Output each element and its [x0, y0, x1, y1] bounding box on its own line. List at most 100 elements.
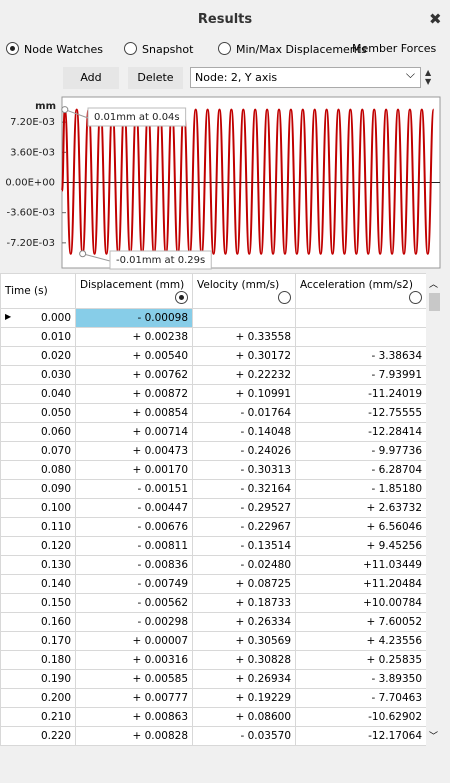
table-cell: -12.28414	[295, 422, 427, 442]
cell-text: + 0.00585	[132, 673, 188, 685]
table-cell: 0.200	[0, 688, 76, 708]
table-cell: + 0.00316	[75, 650, 193, 670]
table-cell: - 0.22967	[192, 517, 296, 537]
cell-text: 0.100	[40, 502, 71, 514]
mode-label: Snapshot	[142, 43, 194, 56]
column-label: Velocity (mm/s)	[197, 278, 280, 291]
spinner[interactable]: ▲ ▼	[425, 68, 432, 86]
cell-text: + 0.00854	[132, 407, 188, 419]
cell-text: -12.17064	[368, 730, 422, 742]
table-cell: + 0.33558	[192, 327, 296, 347]
annotation-box	[87, 107, 187, 127]
mode-option[interactable]: Min/Max Displacements	[218, 42, 367, 56]
table-cell: + 0.00863	[75, 707, 193, 727]
column-header: Acceleration (mm/s2)	[295, 273, 427, 309]
y-tick-label: -3.60E-03	[6, 208, 55, 219]
table-cell: + 0.00585	[75, 669, 193, 689]
scrollbar[interactable]: ︿ ﹀	[426, 273, 443, 748]
node-selector[interactable]: Node: 2, Y axis	[190, 65, 421, 88]
table-cell: + 0.25835	[295, 650, 427, 670]
cell-text: - 0.00151	[137, 483, 188, 495]
cell-text: -11.24019	[368, 388, 422, 400]
table-cell: + 0.30828	[192, 650, 296, 670]
add-button[interactable]: Add	[63, 67, 119, 89]
annotation-text: 0.01mm at 0.04s	[94, 112, 180, 123]
cell-text: 0.040	[40, 388, 71, 400]
table-cell: +11.03449	[295, 555, 427, 575]
cell-text: - 0.32164	[240, 483, 291, 495]
table-cell: - 7.93991	[295, 365, 427, 385]
mode-option[interactable]: Node Watches	[6, 42, 103, 56]
table-cell: 0.180	[0, 650, 76, 670]
cell-text: - 7.93991	[371, 369, 422, 381]
table-cell: - 0.14048	[192, 422, 296, 442]
chart: mm 7.20E-03 3.60E-03 0.00E+00 -3.60E-03 -7.2…	[5, 96, 441, 270]
panel-title: Results	[197, 12, 253, 27]
mode-option[interactable]: Snapshot	[124, 42, 193, 56]
table-cell: + 0.00762	[75, 365, 193, 385]
data-line	[61, 108, 435, 255]
table-row: 0.010 + 0.00238 + 0.33558	[0, 327, 427, 347]
table-row: 0.130 - 0.00836 - 0.02480 +11.03449	[0, 555, 427, 575]
cell-text: - 0.02480	[240, 559, 291, 571]
y-axis-label: mm	[35, 101, 56, 112]
close-button[interactable]: ✖	[429, 10, 442, 28]
table-cell: - 0.01764	[192, 403, 296, 423]
table-cell: + 0.00170	[75, 460, 193, 480]
annotation-text: -0.01mm at 0.29s	[116, 255, 205, 266]
cell-text: + 0.08725	[235, 578, 291, 590]
cell-text: -12.28414	[368, 426, 422, 438]
table-cell: + 0.26334	[192, 612, 296, 632]
cell-text: - 3.38634	[371, 350, 422, 362]
cell-text: + 0.08600	[235, 711, 291, 723]
table-row: 0.070 + 0.00473 - 0.24026 - 9.97736	[0, 441, 427, 461]
cell-text: 0.080	[40, 464, 71, 476]
table-cell: -10.62902	[295, 707, 427, 727]
cell-text: - 0.00098	[137, 312, 188, 324]
cell-text: 0.020	[40, 350, 71, 362]
cell-text: 0.120	[40, 540, 71, 552]
cell-text: + 0.00007	[132, 635, 188, 647]
cell-text: + 0.00170	[132, 464, 188, 476]
column-radio[interactable]	[175, 290, 188, 304]
y-tick-label: 3.60E-03	[10, 147, 55, 158]
cell-text: 0.210	[40, 711, 71, 723]
table-cell: - 0.24026	[192, 441, 296, 461]
mode-label: Min/Max Displacements	[236, 43, 367, 56]
cell-text: - 0.00836	[137, 559, 188, 571]
cell-text: - 0.03570	[240, 730, 291, 742]
cell-text: -12.75555	[368, 407, 422, 419]
table-cell: 0.050	[0, 403, 76, 423]
table-cell: - 7.70463	[295, 688, 427, 708]
table-row: 0.080 + 0.00170 - 0.30313 - 6.28704	[0, 460, 427, 480]
cell-text: - 3.89350	[371, 673, 422, 685]
y-tick-label: 7.20E-03	[10, 117, 55, 128]
table-cell: + 0.10991	[192, 384, 296, 404]
delete-button[interactable]: Delete	[128, 67, 183, 89]
cell-text: 0.110	[40, 521, 71, 533]
column-header: Displacement (mm)	[75, 273, 193, 309]
table-cell: 0.170	[0, 631, 76, 651]
cell-text: 0.140	[40, 578, 71, 590]
table-row: 0.090 - 0.00151 - 0.32164 - 1.85180	[0, 479, 427, 499]
table-cell: + 2.63732	[295, 498, 427, 518]
column-radio[interactable]	[409, 290, 422, 304]
cell-text: 0.030	[40, 369, 71, 381]
cell-text: + 4.23556	[366, 635, 422, 647]
table-cell: - 0.00836	[75, 555, 193, 575]
scroll-thumb	[429, 293, 440, 311]
cell-text: 0.150	[40, 597, 71, 609]
column-radio[interactable]	[278, 290, 291, 304]
annotation-point	[79, 250, 87, 258]
table-row: 0.060 + 0.00714 - 0.14048 -12.28414	[0, 422, 427, 442]
cell-text: + 7.60052	[366, 616, 422, 628]
mode-option[interactable]: Member Forces	[352, 42, 436, 55]
cell-text: + 0.00762	[132, 369, 188, 381]
cell-text: + 0.33558	[235, 331, 291, 343]
table-cell: + 0.00828	[75, 726, 193, 746]
table-row: 0.120 - 0.00811 - 0.13514 + 9.45256	[0, 536, 427, 556]
cell-text: - 9.97736	[371, 445, 422, 457]
table-row: 0.040 + 0.00872 + 0.10991 -11.24019	[0, 384, 427, 404]
cell-text: - 0.00298	[137, 616, 188, 628]
